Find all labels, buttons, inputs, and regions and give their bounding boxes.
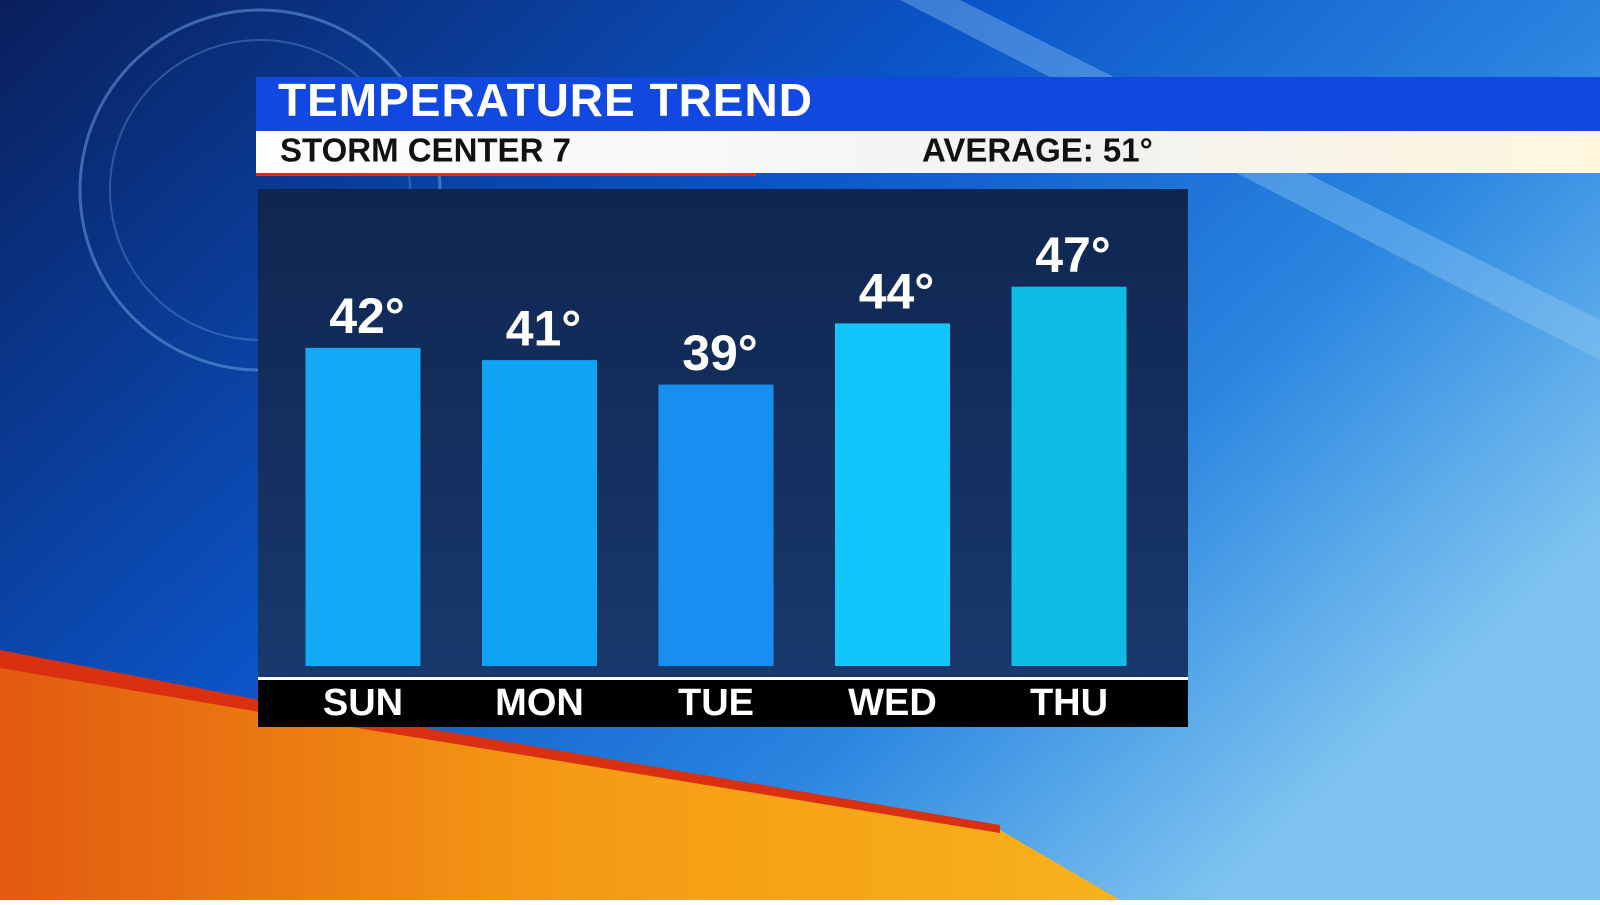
- category-strip: [258, 680, 1188, 727]
- x-tick-label: SUN: [323, 682, 403, 724]
- bar: [1011, 286, 1127, 666]
- baseline: [258, 677, 1188, 680]
- x-tick-label: TUE: [678, 682, 754, 724]
- bar: [482, 360, 597, 666]
- x-tick-label: THU: [1030, 682, 1108, 724]
- value-label: 39°: [682, 325, 758, 381]
- title-bar: [256, 77, 1600, 131]
- chart-title: TEMPERATURE TREND: [278, 74, 813, 126]
- decor-swoosh-edge: [0, 650, 1000, 833]
- bar: [835, 323, 950, 666]
- subtitle-underline: [256, 173, 756, 176]
- subtitle-bar: [256, 131, 1600, 173]
- x-tick-label: MON: [495, 682, 584, 724]
- value-label: 47°: [1035, 227, 1111, 283]
- value-label: 42°: [329, 288, 405, 344]
- annotation: AVERAGE: 51°: [922, 132, 1153, 169]
- x-tick-label: WED: [848, 682, 937, 724]
- bar: [658, 384, 774, 666]
- value-label: 44°: [859, 264, 935, 320]
- value-label: 41°: [506, 300, 582, 356]
- chart-subtitle: STORM CENTER 7: [280, 132, 571, 169]
- bar: [305, 347, 421, 666]
